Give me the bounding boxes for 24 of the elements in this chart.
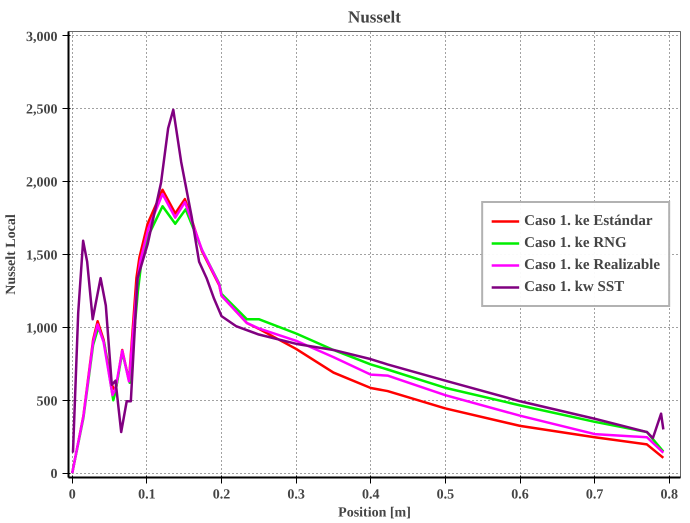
legend-label: Caso 1. kw SST: [524, 278, 624, 296]
y-tick-label: 1,000: [26, 321, 58, 336]
x-tick-label: 0.5: [436, 488, 454, 502]
x-tick-label: 0.1: [138, 488, 156, 502]
x-tick-label: 0.7: [586, 488, 604, 502]
y-tick-label: 3,000: [26, 30, 58, 45]
legend-label: Caso 1. ke Estándar: [524, 212, 653, 230]
y-tick-label: 500: [36, 394, 58, 410]
legend-label: Caso 1. ke RNG: [524, 234, 627, 252]
chart-title: Nusselt: [348, 8, 402, 26]
x-tick-label: 0.4: [362, 488, 380, 502]
y-axis-title: Nusselt Local: [4, 214, 19, 295]
x-tick-label: 0.2: [212, 488, 230, 502]
line-series: [72, 108, 665, 454]
x-tick-label: 0.8: [660, 488, 678, 502]
x-tick-label: 0: [68, 488, 76, 502]
x-axis-title: Position [m]: [338, 506, 411, 520]
y-tick-label: 2,500: [26, 102, 58, 118]
y-tick-label: 2,000: [26, 176, 58, 191]
y-tick-label: 0: [50, 467, 58, 482]
legend-label: Caso 1. ke Realizable: [524, 256, 660, 274]
x-tick-label: 0.6: [511, 488, 529, 502]
x-tick-label: 0.3: [287, 488, 305, 502]
y-tick-label: 1,500: [26, 248, 58, 264]
